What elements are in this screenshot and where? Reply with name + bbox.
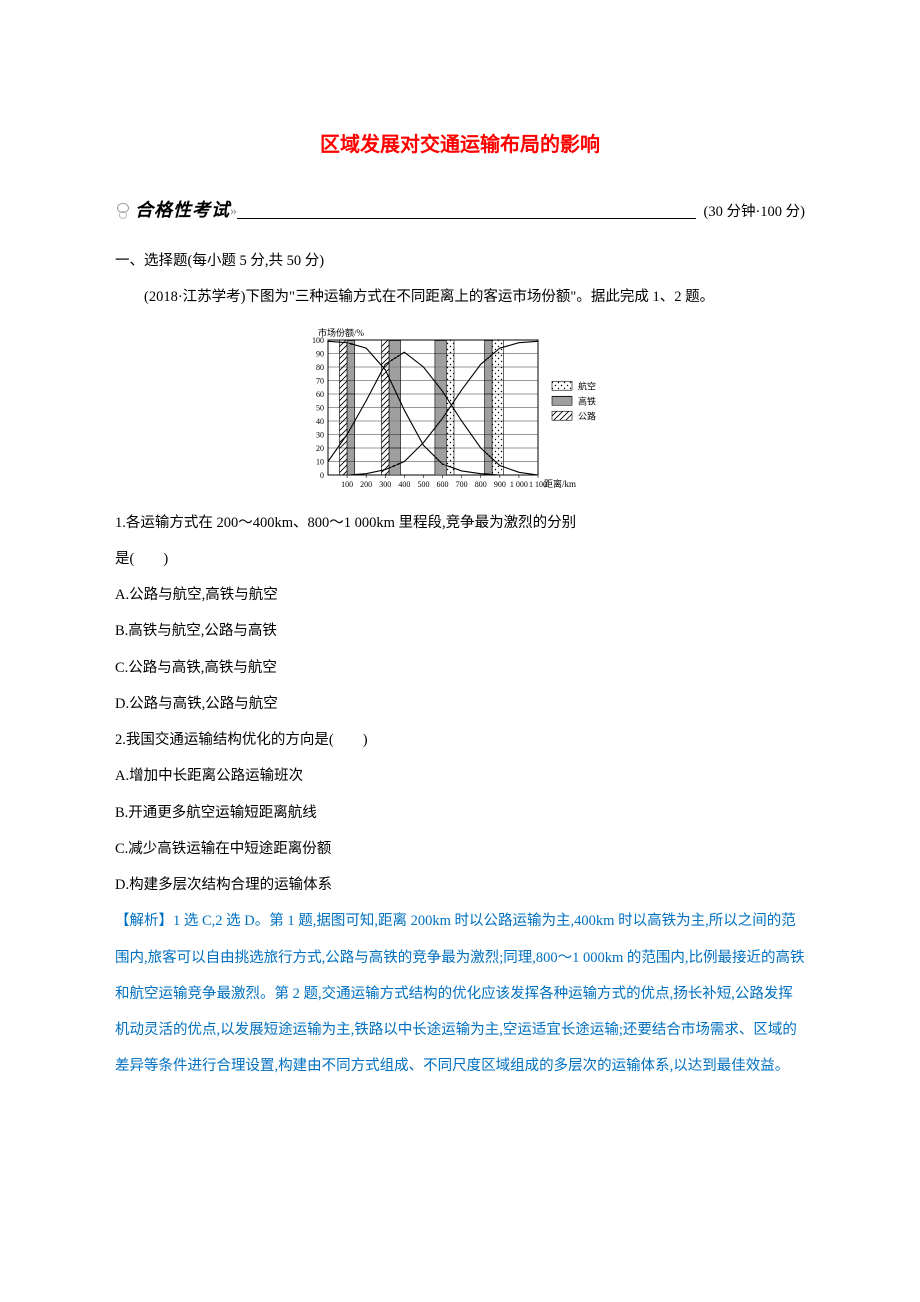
q2-option-c: C.减少高铁运输在中短途距离份额 (115, 831, 805, 867)
q2-option-d: D.构建多层次结构合理的运输体系 (115, 867, 805, 903)
header-row: 合格性考试 » (30 分钟·100 分) (115, 188, 805, 233)
svg-text:60: 60 (316, 390, 324, 399)
svg-text:400: 400 (398, 480, 410, 489)
svg-text:80: 80 (316, 363, 324, 372)
q1-option-c: C.公路与高铁,高铁与航空 (115, 650, 805, 686)
analysis-label: 【解析】 (115, 913, 173, 929)
svg-text:40: 40 (316, 417, 324, 426)
svg-text:600: 600 (437, 480, 449, 489)
market-share-chart: 市场份额/% 0 10 20 30 40 50 60 70 80 90 100 100 200 300 400… (290, 324, 630, 499)
svg-text:10: 10 (316, 457, 324, 466)
svg-text:30: 30 (316, 430, 324, 439)
q2-stem: 2.我国交通运输结构优化的方向是( ) (115, 722, 805, 758)
svg-text:0: 0 (320, 471, 324, 480)
header-label: 合格性考试 (135, 188, 230, 233)
svg-text:距离/km: 距离/km (544, 478, 576, 489)
svg-text:300: 300 (379, 480, 391, 489)
svg-text:市场份额/%: 市场份额/% (318, 327, 365, 338)
header-arrows-icon: » (230, 194, 235, 229)
section-heading: 一、选择题(每小题 5 分,共 50 分) (115, 243, 805, 279)
svg-text:700: 700 (456, 480, 468, 489)
svg-text:高铁: 高铁 (578, 395, 596, 406)
svg-text:900: 900 (494, 480, 506, 489)
q1-option-b: B.高铁与航空,公路与高铁 (115, 613, 805, 649)
q1-option-a: A.公路与航空,高铁与航空 (115, 577, 805, 613)
svg-text:200: 200 (360, 480, 372, 489)
svg-text:100: 100 (341, 480, 353, 489)
analysis-text: 1 选 C,2 选 D。第 1 题,据图可知,距离 200km 时以公路运输为主… (115, 913, 805, 1074)
svg-text:100: 100 (312, 336, 324, 345)
header-underline (237, 218, 696, 219)
q1-option-d: D.公路与高铁,公路与航空 (115, 686, 805, 722)
svg-text:50: 50 (316, 403, 324, 412)
svg-text:500: 500 (417, 480, 429, 489)
svg-text:800: 800 (475, 480, 487, 489)
q2-option-a: A.增加中长距离公路运输班次 (115, 758, 805, 794)
timing-text: (30 分钟·100 分) (704, 194, 806, 230)
svg-text:航空: 航空 (578, 380, 596, 391)
svg-text:1 000: 1 000 (510, 480, 528, 489)
svg-text:70: 70 (316, 376, 324, 385)
svg-text:90: 90 (316, 349, 324, 358)
analysis-block: 【解析】1 选 C,2 选 D。第 1 题,据图可知,距离 200km 时以公路… (115, 903, 805, 1084)
svg-text:公路: 公路 (578, 410, 596, 421)
svg-text:20: 20 (316, 444, 324, 453)
header-icon (115, 203, 131, 219)
q1-stem-line1: 1.各运输方式在 200～400km、800～1 000km 里程段,竞争最为激… (115, 505, 805, 541)
chart-container: 市场份额/% 0 10 20 30 40 50 60 70 80 90 100 100 200 300 400… (115, 324, 805, 499)
intro-paragraph: (2018·江苏学考)下图为"三种运输方式在不同距离上的客运市场份额"。据此完成… (115, 279, 805, 315)
page-title: 区域发展对交通运输布局的影响 (115, 120, 805, 170)
q2-option-b: B.开通更多航空运输短距离航线 (115, 795, 805, 831)
q1-stem-line2: 是( ) (115, 541, 805, 577)
